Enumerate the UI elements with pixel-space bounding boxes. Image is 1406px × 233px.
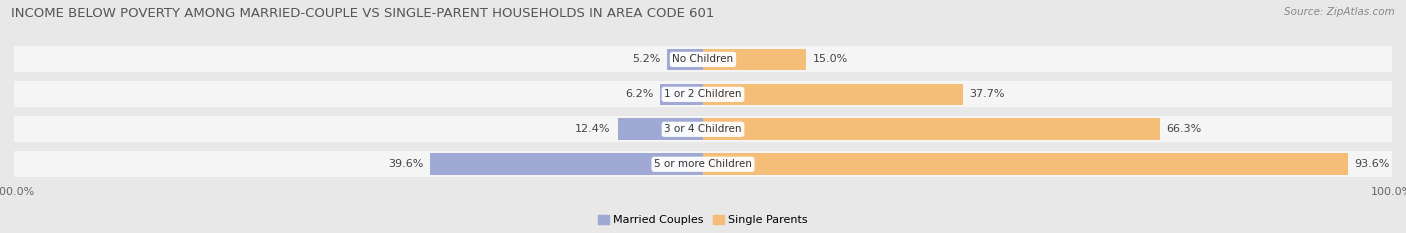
Bar xyxy=(668,49,703,70)
Text: 37.7%: 37.7% xyxy=(970,89,1005,99)
Bar xyxy=(703,118,1160,140)
Bar xyxy=(617,118,703,140)
Text: 93.6%: 93.6% xyxy=(1355,159,1391,169)
Text: 66.3%: 66.3% xyxy=(1167,124,1202,134)
Bar xyxy=(430,153,703,175)
Text: 3 or 4 Children: 3 or 4 Children xyxy=(664,124,742,134)
Text: 1 or 2 Children: 1 or 2 Children xyxy=(664,89,742,99)
Text: 6.2%: 6.2% xyxy=(626,89,654,99)
Bar xyxy=(703,83,963,105)
Text: Source: ZipAtlas.com: Source: ZipAtlas.com xyxy=(1284,7,1395,17)
Bar xyxy=(703,153,1348,175)
Text: No Children: No Children xyxy=(672,55,734,64)
Text: INCOME BELOW POVERTY AMONG MARRIED-COUPLE VS SINGLE-PARENT HOUSEHOLDS IN AREA CO: INCOME BELOW POVERTY AMONG MARRIED-COUPL… xyxy=(11,7,714,20)
Text: 5 or more Children: 5 or more Children xyxy=(654,159,752,169)
Text: 15.0%: 15.0% xyxy=(813,55,848,64)
Bar xyxy=(14,116,1392,142)
Bar xyxy=(14,151,1392,177)
Bar xyxy=(14,47,1392,72)
Legend: Married Couples, Single Parents: Married Couples, Single Parents xyxy=(598,215,808,225)
Text: 5.2%: 5.2% xyxy=(631,55,661,64)
Bar xyxy=(661,83,703,105)
Text: 12.4%: 12.4% xyxy=(575,124,610,134)
Text: 39.6%: 39.6% xyxy=(388,159,423,169)
Bar xyxy=(703,49,807,70)
Bar xyxy=(14,81,1392,107)
